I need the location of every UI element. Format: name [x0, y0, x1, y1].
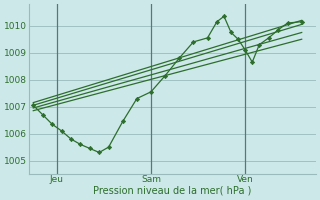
X-axis label: Pression niveau de la mer( hPa ): Pression niveau de la mer( hPa ) — [93, 186, 252, 196]
